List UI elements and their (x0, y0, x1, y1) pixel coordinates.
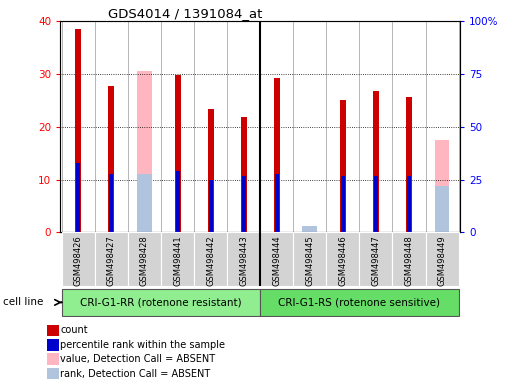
Bar (161, 232, 194, 286)
Bar (275, 174, 279, 232)
Text: GSM498427: GSM498427 (107, 235, 116, 286)
Text: percentile rank within the sample: percentile rank within the sample (60, 340, 225, 350)
Bar (435, 186, 449, 232)
Text: GSM498446: GSM498446 (338, 235, 347, 286)
Bar (340, 100, 346, 232)
Text: GSM498442: GSM498442 (206, 235, 215, 286)
Text: GSM498445: GSM498445 (305, 235, 314, 286)
Bar (62, 289, 260, 316)
Bar (109, 174, 113, 232)
Bar (302, 227, 317, 232)
Text: GSM498449: GSM498449 (438, 235, 447, 286)
Bar (208, 109, 213, 232)
Bar (194, 232, 227, 286)
Bar (326, 232, 359, 286)
Bar (407, 176, 411, 232)
Text: GSM498447: GSM498447 (371, 235, 380, 286)
Bar (274, 78, 280, 232)
Bar (95, 232, 128, 286)
Bar (47, 353, 59, 365)
Bar (176, 171, 179, 232)
Text: GDS4014 / 1391084_at: GDS4014 / 1391084_at (108, 7, 263, 20)
Text: GSM498441: GSM498441 (173, 235, 182, 286)
Text: GSM498428: GSM498428 (140, 235, 149, 286)
Bar (175, 75, 180, 232)
Text: CRI-G1-RR (rotenone resistant): CRI-G1-RR (rotenone resistant) (80, 297, 242, 308)
Bar (302, 226, 317, 232)
Bar (359, 232, 392, 286)
Text: rank, Detection Call = ABSENT: rank, Detection Call = ABSENT (60, 369, 210, 379)
Text: value, Detection Call = ABSENT: value, Detection Call = ABSENT (60, 354, 215, 364)
Text: cell line: cell line (3, 297, 43, 308)
Bar (62, 232, 95, 286)
Text: GSM498443: GSM498443 (239, 235, 248, 286)
Bar (341, 176, 345, 232)
Bar (227, 232, 260, 286)
Bar (47, 339, 59, 351)
Bar (435, 140, 449, 232)
Bar (260, 289, 459, 316)
Bar (406, 97, 412, 232)
Text: GSM498444: GSM498444 (272, 235, 281, 286)
Bar (426, 232, 459, 286)
Bar (260, 232, 293, 286)
Bar (137, 71, 152, 232)
Text: CRI-G1-RS (rotenone sensitive): CRI-G1-RS (rotenone sensitive) (278, 297, 440, 308)
Bar (47, 368, 59, 379)
Bar (392, 232, 426, 286)
Bar (209, 180, 212, 232)
Bar (76, 163, 81, 232)
Bar (108, 86, 115, 232)
Text: GSM498426: GSM498426 (74, 235, 83, 286)
Bar (242, 176, 246, 232)
Bar (374, 176, 378, 232)
Bar (293, 232, 326, 286)
Bar (241, 117, 247, 232)
Bar (75, 29, 81, 232)
Text: GSM498448: GSM498448 (404, 235, 414, 286)
Text: count: count (60, 326, 88, 336)
Bar (137, 174, 152, 232)
Bar (128, 232, 161, 286)
Bar (47, 324, 59, 336)
Bar (373, 91, 379, 232)
